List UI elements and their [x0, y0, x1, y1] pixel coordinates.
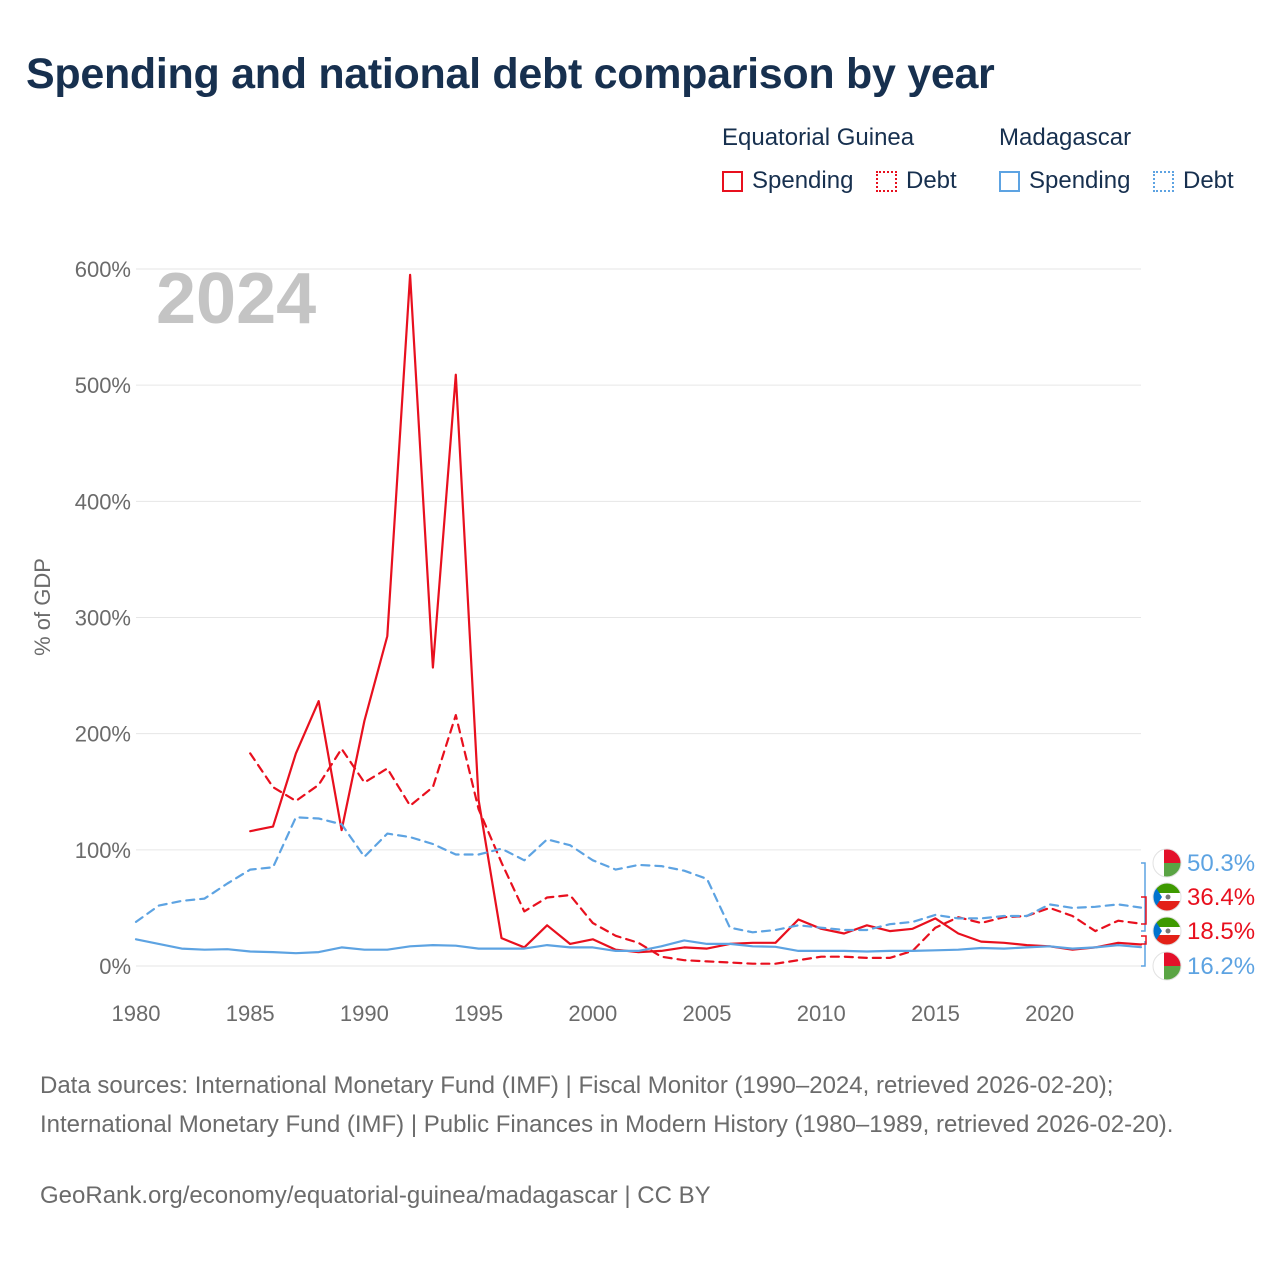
- madagascar-flag-icon: [1152, 848, 1182, 878]
- equatorial-guinea-flag-icon: [1152, 882, 1182, 912]
- x-tick-label: 2010: [797, 1001, 846, 1026]
- legend-eg-debt[interactable]: Debt: [876, 166, 957, 196]
- end-label-eg-debt: 36.4%: [1187, 884, 1255, 911]
- y-tick-label: 100%: [75, 838, 131, 863]
- x-tick-label: 2015: [911, 1001, 960, 1026]
- legend-mg-debt-label: Debt: [1183, 167, 1234, 194]
- end-label-eg-spending: 18.5%: [1187, 918, 1255, 945]
- end-label-madagascar-spending: 16.2%: [1187, 953, 1255, 980]
- y-tick-label: 200%: [75, 722, 131, 747]
- y-tick-label: 500%: [75, 373, 131, 398]
- y-tick-label: 400%: [75, 489, 131, 514]
- legend-mg-debt-swatch: [1153, 170, 1174, 192]
- bracket-equatorial-guinea: [1141, 896, 1147, 925]
- x-tick-label: 1980: [112, 1001, 161, 1026]
- series-line-equatorial-guinea-spending[interactable]: [249, 273, 1143, 954]
- end-label-bracket: [1141, 862, 1147, 967]
- y-tick-label: 300%: [75, 606, 131, 631]
- legend-country-madagascar: Madagascar: [999, 124, 1132, 151]
- legend-eg-debt-label: Debt: [906, 167, 957, 194]
- y-axis-title: % of GDP: [30, 558, 55, 656]
- legend-mg-spending-label: Spending: [1029, 167, 1131, 194]
- x-axis-ticks: 1980 1985 1990 1995 2000 2005 2010 2015 2020: [112, 1001, 1075, 1026]
- legend-mg-spending[interactable]: Spending: [999, 166, 1130, 196]
- bracket-eg-lower: [1141, 935, 1147, 945]
- x-tick-label: 2005: [683, 1001, 732, 1026]
- data-sources-note: Data sources: International Monetary Fun…: [40, 1072, 1174, 1138]
- madagascar-flag-icon: [1152, 951, 1182, 981]
- gridlines: [136, 268, 1141, 967]
- x-tick-label: 1990: [340, 1001, 389, 1026]
- chart-title: Spending and national debt comparison by…: [26, 50, 995, 98]
- legend-eg-spending[interactable]: Spending: [722, 166, 853, 196]
- bracket-madagascar-lower: [1141, 941, 1146, 967]
- current-year-label: 2024: [156, 259, 316, 339]
- legend-mg-debt[interactable]: Debt: [1153, 166, 1234, 196]
- series-lines: [134, 273, 1143, 965]
- legend-eg-debt-swatch: [876, 170, 897, 192]
- x-tick-label: 2020: [1025, 1001, 1074, 1026]
- y-axis-ticks: 0% 100% 200% 300% 400% 500% 600%: [75, 257, 131, 979]
- x-tick-label: 1985: [226, 1001, 275, 1026]
- legend-country-equatorial-guinea: Equatorial Guinea: [722, 124, 915, 151]
- series-line-madagascar-spending[interactable]: [134, 938, 1143, 955]
- equatorial-guinea-flag-icon: [1152, 916, 1182, 946]
- x-tick-label: 2000: [568, 1001, 617, 1026]
- legend-eg-spending-label: Spending: [752, 167, 854, 194]
- x-tick-label: 1995: [454, 1001, 503, 1026]
- legend-mg-spending-swatch: [999, 170, 1020, 192]
- series-line-madagascar-debt[interactable]: [134, 816, 1143, 934]
- attribution-link[interactable]: GeoRank.org/economy/equatorial-guinea/ma…: [40, 1182, 711, 1209]
- line-chart: 0%100%200%300%400%500%600% 1980 1985 1990 1…: [30, 257, 1255, 1026]
- end-label-madagascar-debt: 50.3%: [1187, 850, 1255, 877]
- series-line-equatorial-guinea-debt[interactable]: [249, 713, 1143, 965]
- y-tick-label: 600%: [75, 257, 131, 282]
- y-tick-label: 0%: [99, 954, 131, 979]
- legend-eg-spending-swatch: [722, 170, 743, 192]
